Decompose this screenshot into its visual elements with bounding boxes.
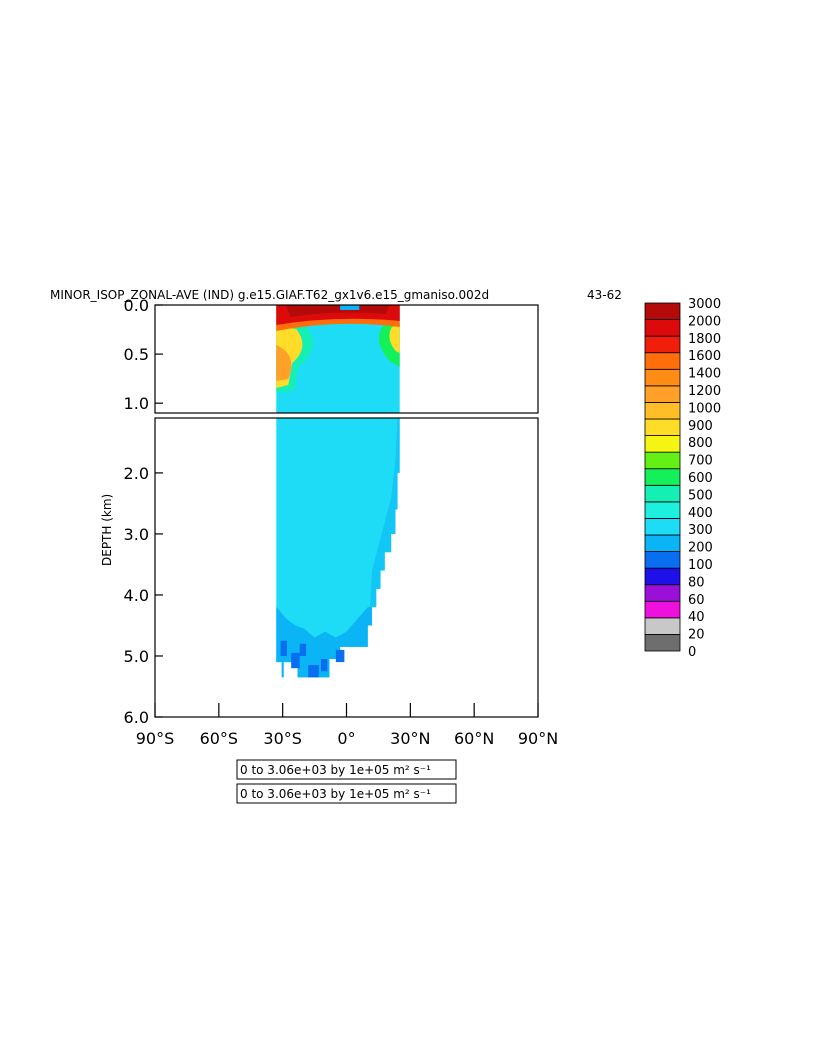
colorbar-swatch [644,584,681,602]
field-west-column [281,662,284,678]
colorbar-swatch [644,402,681,420]
field-deep-patch [291,652,300,669]
colorbar-label: 400 [688,506,713,521]
y-tick-label: 6.0 [124,708,149,727]
y-ticks-upper: 0.0 0.5 1.0 [124,296,163,413]
y-tick-label: 5.0 [124,647,149,666]
title-year-range: 43-62 [587,288,622,302]
colorbar-swatch [644,302,681,320]
colorbar-swatch [644,518,681,536]
colorbar-label: 1000 [688,401,721,416]
upper-panel-field [276,305,400,413]
x-tick-label: 60°S [200,729,239,748]
colorbar-label: 300 [688,523,713,538]
y-tick-label: 2.0 [124,464,149,483]
x-tick-label: 60°N [454,729,494,748]
colorbar-label: 1200 [688,384,721,399]
upper-panel-frame [154,304,539,414]
footer-box-2: 0 to 3.06e+03 by 1e+05 m² s⁻¹ [236,783,457,804]
field-deep-patch [299,643,307,656]
colorbar-label: 800 [688,436,713,451]
colorbar-label: 1800 [688,332,721,347]
x-tick-label: 30°N [390,729,430,748]
colorbar-label: 1600 [688,349,721,364]
field-east-yellow [389,325,400,353]
colorbar-label: 80 [688,575,705,590]
colorbar-label: 3000 [688,297,721,312]
x-ticks: 90°S 60°S 30°S 0° 30°N 60°N 90°N [136,703,558,748]
colorbar-label: 0 [688,645,696,660]
colorbar-swatch [644,368,681,387]
colorbar-swatch [644,319,681,337]
field-deep-patch [320,659,328,672]
field-surface-darkred [286,305,390,317]
colorbar-swatch [644,418,681,436]
y-tick-label: 0.0 [124,296,149,315]
field-surface-patch [340,305,360,310]
colorbar-label: 900 [688,419,713,434]
y-tick-label: 3.0 [124,525,149,544]
field-east-band [369,418,400,608]
y-tick-label: 1.0 [124,394,149,413]
colorbar-label: 600 [688,471,713,486]
colorbar-label: 100 [688,558,713,573]
x-tick-label: 0° [337,729,355,748]
y-ticks-lower: 2.0 3.0 4.0 5.0 6.0 [124,464,163,727]
y-tick-label: 0.5 [124,345,149,364]
chart-title: MINOR_ISOP_ZONAL-AVE (IND) g.e15.GIAF.T6… [50,288,489,302]
field-deep-patch [335,649,345,663]
x-tick-label: 90°S [136,729,175,748]
colorbar-swatch [644,501,681,519]
colorbar-swatch [644,451,681,470]
colorbar-label: 2000 [688,314,721,329]
colorbar-swatch [644,484,681,503]
x-tick-label: 90°N [518,729,558,748]
colorbar-swatch [644,385,681,403]
field-deep-patch [308,665,319,678]
colorbar-swatch [644,617,681,635]
colorbar-swatch [644,534,681,552]
x-tick-label: 30°S [263,729,302,748]
colorbar-swatch [644,352,681,370]
colorbar-label: 60 [688,593,705,608]
footer-label-1: 0 to 3.06e+03 by 1e+05 m² s⁻¹ [240,763,431,777]
colorbar-label: 200 [688,541,713,556]
colorbar-swatch [644,600,681,619]
colorbar-swatch [644,551,681,569]
colorbar-swatch [644,468,681,486]
colorbar-label: 500 [688,488,713,503]
colorbar-swatch [644,335,681,354]
colorbar-label: 700 [688,454,713,469]
colorbar-swatch [644,567,681,586]
footer-label-2: 0 to 3.06e+03 by 1e+05 m² s⁻¹ [240,787,431,801]
lower-panel-field [276,418,400,678]
y-tick-label: 4.0 [124,586,149,605]
y-axis-label: DEPTH (km) [100,494,114,566]
colorbar-label: 20 [688,628,705,643]
colorbar: 0 20 40 60 80 100 200 300 400 500 600 700 800 900 1000… [644,297,721,660]
field-deep-patch [280,640,287,656]
field-deep-lower [276,607,373,678]
colorbar-swatch [644,435,681,453]
colorbar-label: 40 [688,610,705,625]
colorbar-label: 1400 [688,367,721,382]
footer-box-1: 0 to 3.06e+03 by 1e+05 m² s⁻¹ [236,759,457,780]
colorbar-swatch [644,634,681,652]
field-west-orange [276,345,292,381]
